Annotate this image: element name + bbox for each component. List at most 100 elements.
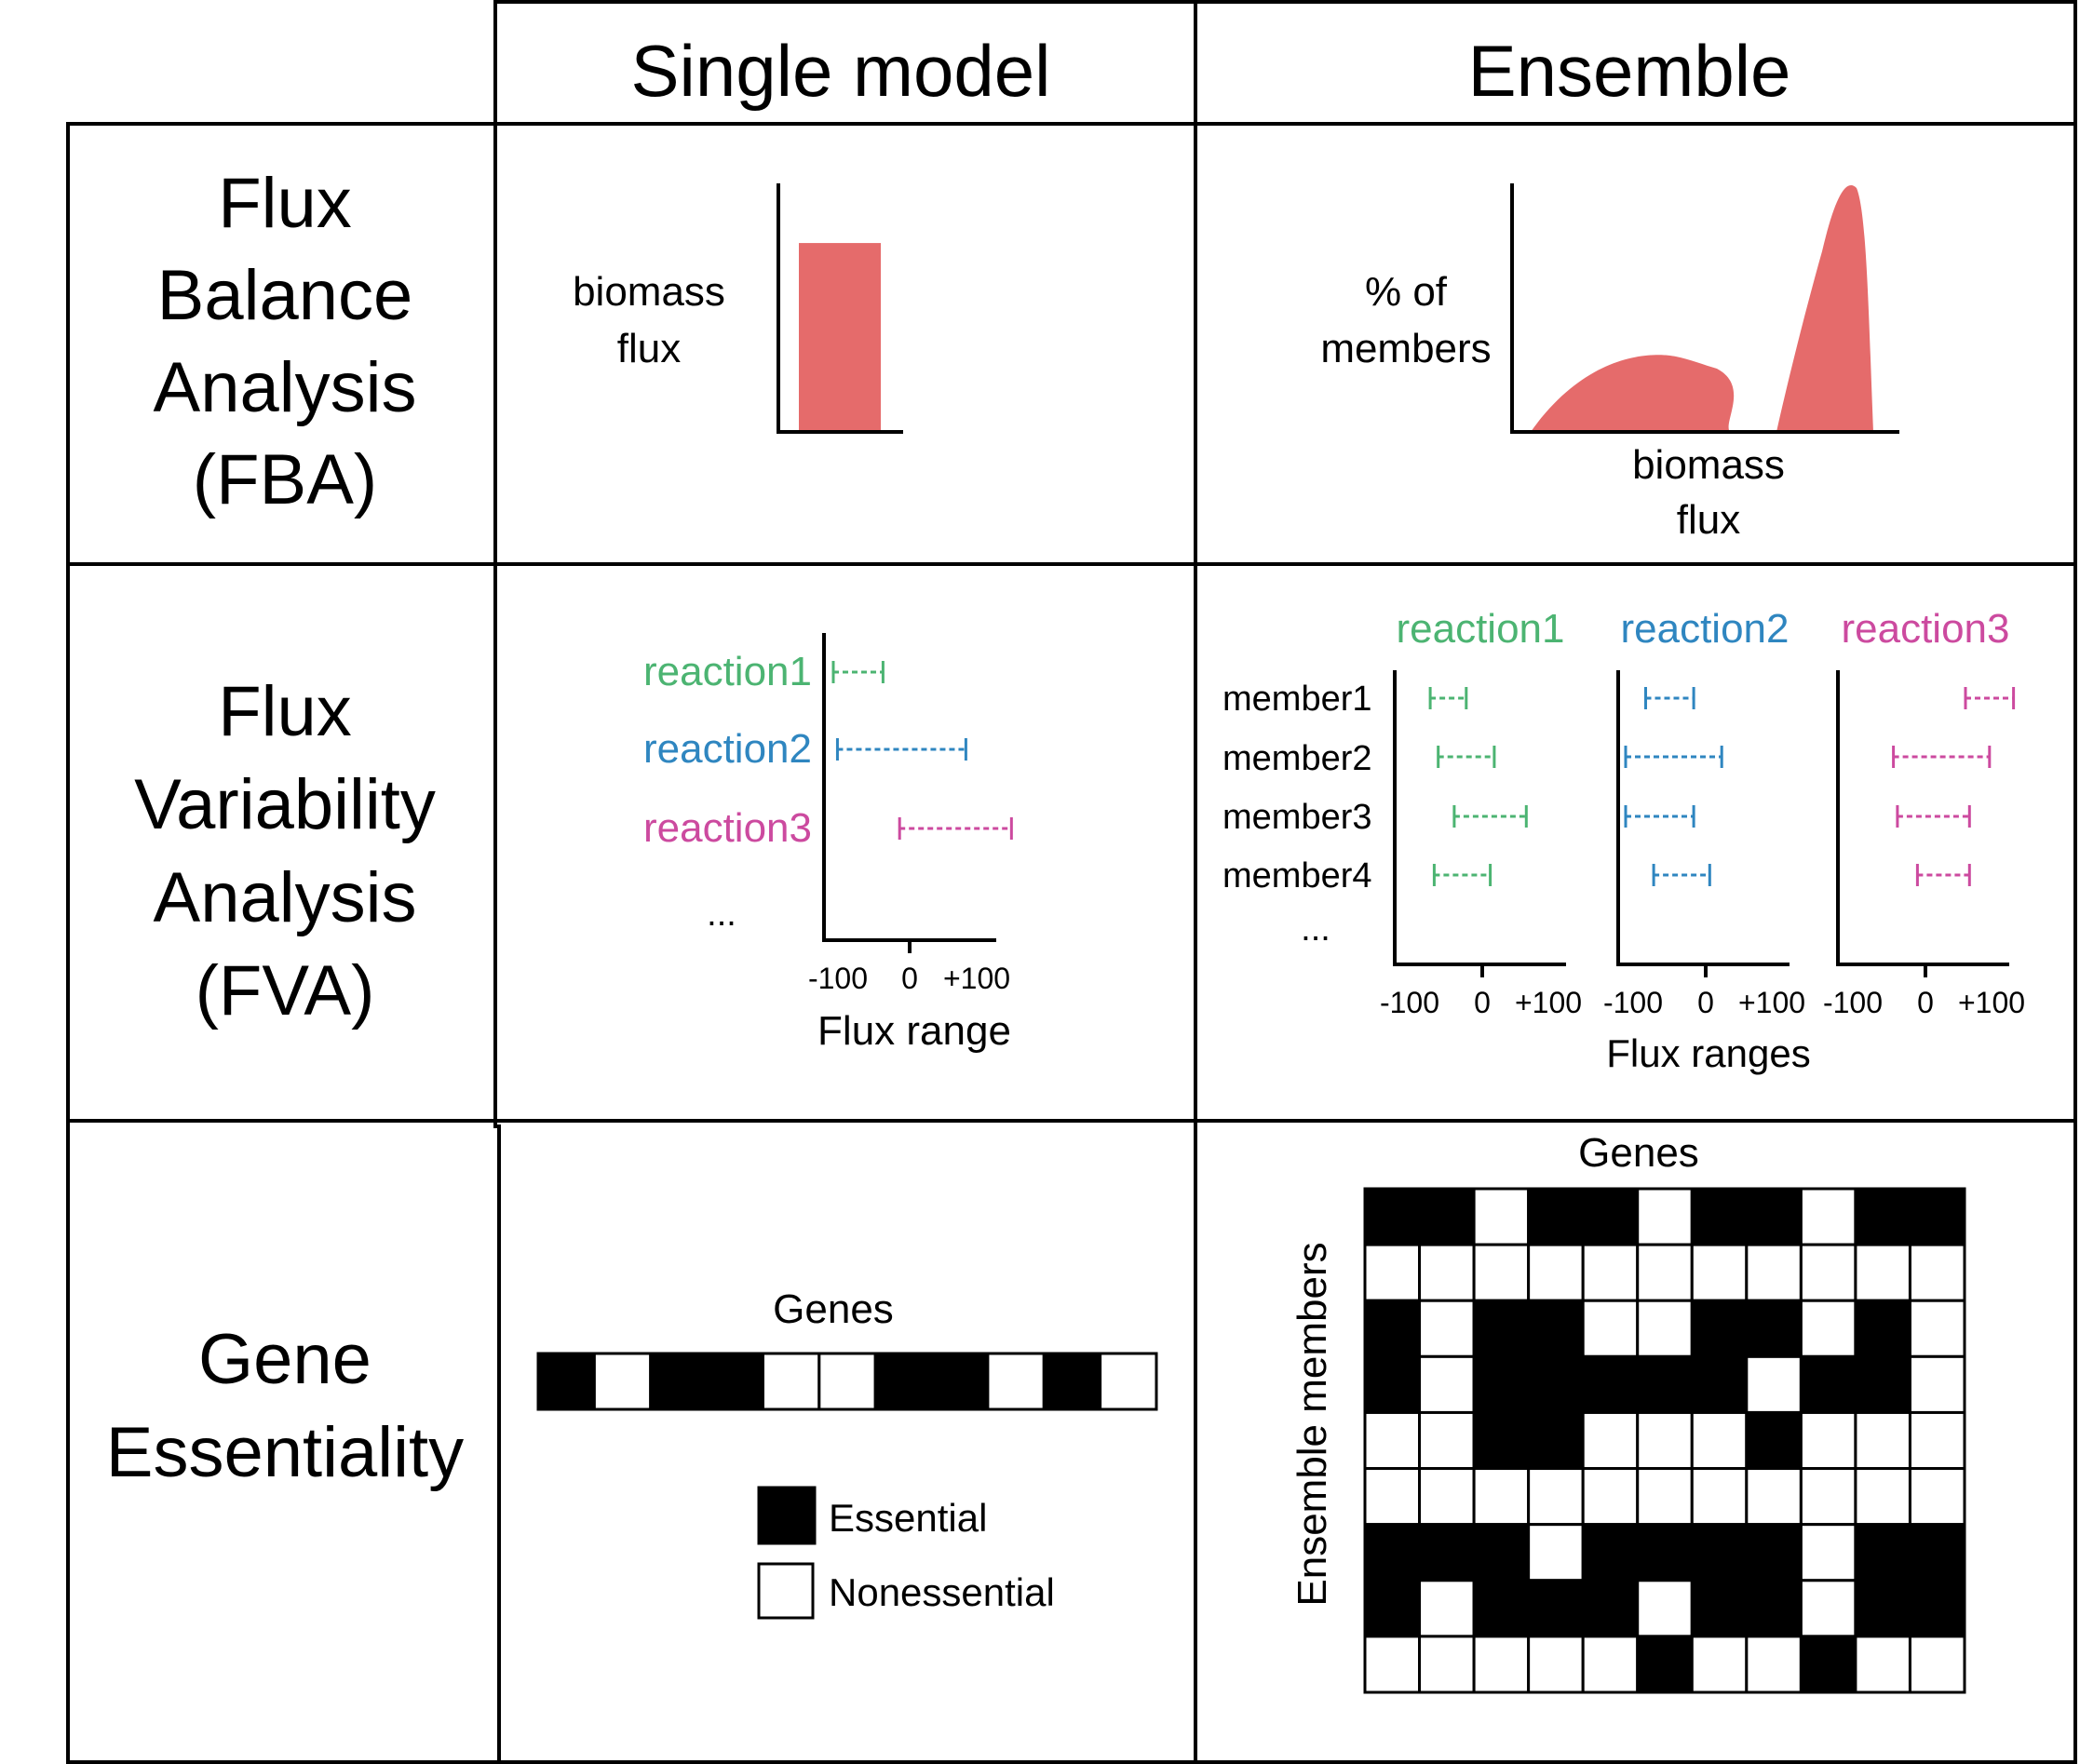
ge-ensemble-cell xyxy=(1527,1579,1585,1638)
ge-ensemble-cell xyxy=(1799,1635,1857,1694)
fba-ensemble-chart: % of members biomass flux xyxy=(1320,183,1899,543)
ge-ensemble-cell xyxy=(1799,1579,1857,1638)
ge-single-cell xyxy=(536,1352,596,1411)
fva-ensemble-tick-3-2: 0 xyxy=(1917,986,1934,1019)
ge-ensemble-cell xyxy=(1854,1579,1911,1638)
column-divider-single xyxy=(493,124,501,1762)
ge-ensemble-cell xyxy=(1636,1523,1694,1582)
legend-essential-swatch xyxy=(757,1486,817,1545)
ge-ensemble-cell xyxy=(1363,1635,1422,1694)
ge-ensemble-genes-title: Genes xyxy=(1578,1130,1699,1176)
fba-ensemble-distribution-low xyxy=(1531,355,1735,432)
row-label-fva-line4: (FVA) xyxy=(196,951,375,1030)
ge-ensemble-cell xyxy=(1745,1635,1803,1694)
fva-ensemble-tick-2-3: +100 xyxy=(1738,986,1805,1019)
ge-ensemble-cell xyxy=(1472,1410,1531,1471)
row-label-fva-line2: Variability xyxy=(134,765,436,844)
ge-ensemble-cell xyxy=(1636,1299,1694,1358)
fva-ensemble-range-2-3 xyxy=(1624,805,1695,828)
fva-ensemble-range-2-4 xyxy=(1652,864,1711,886)
fva-single-axis-title: Flux range xyxy=(817,1008,1011,1054)
ge-ensemble-cell xyxy=(1908,1187,1966,1246)
ge-ensemble-cell xyxy=(1854,1635,1911,1694)
ge-single-genes-title: Genes xyxy=(773,1286,894,1332)
fva-single-reaction-label-2: reaction2 xyxy=(643,726,812,772)
ge-ensemble-cell xyxy=(1854,1243,1911,1302)
ge-ensemble-cell xyxy=(1418,1579,1476,1638)
fva-ensemble-range-3-2 xyxy=(1892,746,1992,768)
row-label-fva-line1: Flux xyxy=(218,672,352,751)
ge-ensemble-cell xyxy=(1581,1354,1640,1414)
fva-member-label-2: member2 xyxy=(1222,739,1372,778)
ge-ensemble-cell xyxy=(1908,1299,1966,1358)
ge-ensemble-cell xyxy=(1472,1187,1531,1246)
fva-member-label-1: member1 xyxy=(1222,680,1372,719)
ge-ensemble-cell xyxy=(1690,1187,1749,1246)
ge-ensemble-cell xyxy=(1799,1354,1857,1414)
fva-ensemble-title-2: reaction2 xyxy=(1620,606,1789,652)
legend-essential-label: Essential xyxy=(829,1496,987,1540)
row-label-fba-line3: Analysis xyxy=(154,348,417,427)
ge-ensemble-cell xyxy=(1527,1243,1585,1302)
ge-ensemble-cell xyxy=(1527,1635,1585,1694)
ge-ensemble-cell xyxy=(1636,1354,1694,1414)
fva-ensemble-range-3-1 xyxy=(1964,687,2016,709)
ge-ensemble-cell xyxy=(1363,1410,1422,1471)
ge-ensemble-cell xyxy=(1363,1579,1422,1638)
fva-ensemble-tick-3-1: -100 xyxy=(1823,986,1883,1019)
fva-member-label-4: member4 xyxy=(1222,856,1372,895)
ge-ensemble-cell xyxy=(1418,1410,1476,1471)
fva-single-tick-zero: 0 xyxy=(901,962,918,995)
ge-ensemble-cell xyxy=(1581,1410,1640,1471)
ge-ensemble-cell xyxy=(1527,1410,1585,1471)
ge-ensemble-cell xyxy=(1690,1410,1749,1471)
ge-ensemble-cell xyxy=(1527,1354,1585,1414)
ge-ensemble-cell xyxy=(1745,1243,1803,1302)
ge-ensemble-cell xyxy=(1472,1635,1531,1694)
fva-single-reaction-label-1: reaction1 xyxy=(643,649,812,694)
ge-ensemble-cell xyxy=(1472,1243,1531,1302)
ge-ensemble-cell xyxy=(1690,1243,1749,1302)
row-label-ge: Gene Essentiality xyxy=(106,1320,464,1492)
fva-single-tick-min: -100 xyxy=(808,962,868,995)
fva-ensemble-range-1-3 xyxy=(1452,805,1528,828)
fva-ensemble-title-1: reaction1 xyxy=(1396,606,1564,652)
ge-ensemble-cell xyxy=(1418,1187,1476,1246)
ge-single-cell xyxy=(817,1352,877,1411)
fba-single-ylabel-line2: flux xyxy=(617,326,681,371)
fba-ensemble-xlabel-line1: biomass xyxy=(1632,442,1785,488)
ge-ensemble-cell xyxy=(1527,1299,1585,1358)
ge-ensemble-cell xyxy=(1799,1410,1857,1471)
ge-single-cell xyxy=(873,1352,934,1411)
ge-ensemble-cell xyxy=(1363,1523,1422,1582)
ge-ensemble-cell xyxy=(1363,1354,1422,1414)
fva-ensemble-range-1-2 xyxy=(1437,746,1496,768)
ge-ensemble-cell xyxy=(1690,1635,1749,1694)
fba-ensemble-axes xyxy=(1510,183,1899,434)
fva-ensemble-range-2-1 xyxy=(1644,687,1695,709)
ge-ensemble-cell xyxy=(1472,1579,1531,1638)
ge-ensemble-cell xyxy=(1363,1299,1422,1358)
fva-ensemble-tick-3-3: +100 xyxy=(1958,986,2025,1019)
ge-ensemble-cell xyxy=(1745,1187,1803,1246)
header-single-model: Single model xyxy=(631,30,1051,112)
row-label-ge-line2: Essentiality xyxy=(106,1413,464,1492)
ge-ensemble-cell xyxy=(1908,1243,1966,1302)
fba-single-ylabel-line1: biomass xyxy=(573,269,725,315)
fva-ensemble-tick-1-1: -100 xyxy=(1380,986,1439,1019)
ge-single-cell xyxy=(1042,1352,1102,1411)
ge-single-cell xyxy=(649,1352,709,1411)
ge-ensemble-cell xyxy=(1799,1523,1857,1582)
ge-ensemble-chart: Genes Ensemble members xyxy=(1290,1130,1966,1694)
fva-ensemble-range-3-4 xyxy=(1915,864,1971,886)
ge-single-cell xyxy=(986,1352,1046,1411)
ge-ensemble-cell xyxy=(1418,1243,1476,1302)
ge-ensemble-cell xyxy=(1799,1299,1857,1358)
ge-ensemble-cell xyxy=(1745,1410,1803,1471)
fva-ensemble-range-3-3 xyxy=(1896,805,1971,828)
fva-ensemble-chart: member1 member2 member3 member4 ... Flux… xyxy=(1222,606,2025,1075)
fva-ensemble-tick-2-2: 0 xyxy=(1697,986,1714,1019)
ge-ensemble-cell xyxy=(1636,1467,1694,1527)
ge-ensemble-cell xyxy=(1690,1354,1749,1414)
ge-ensemble-cell xyxy=(1581,1467,1640,1527)
